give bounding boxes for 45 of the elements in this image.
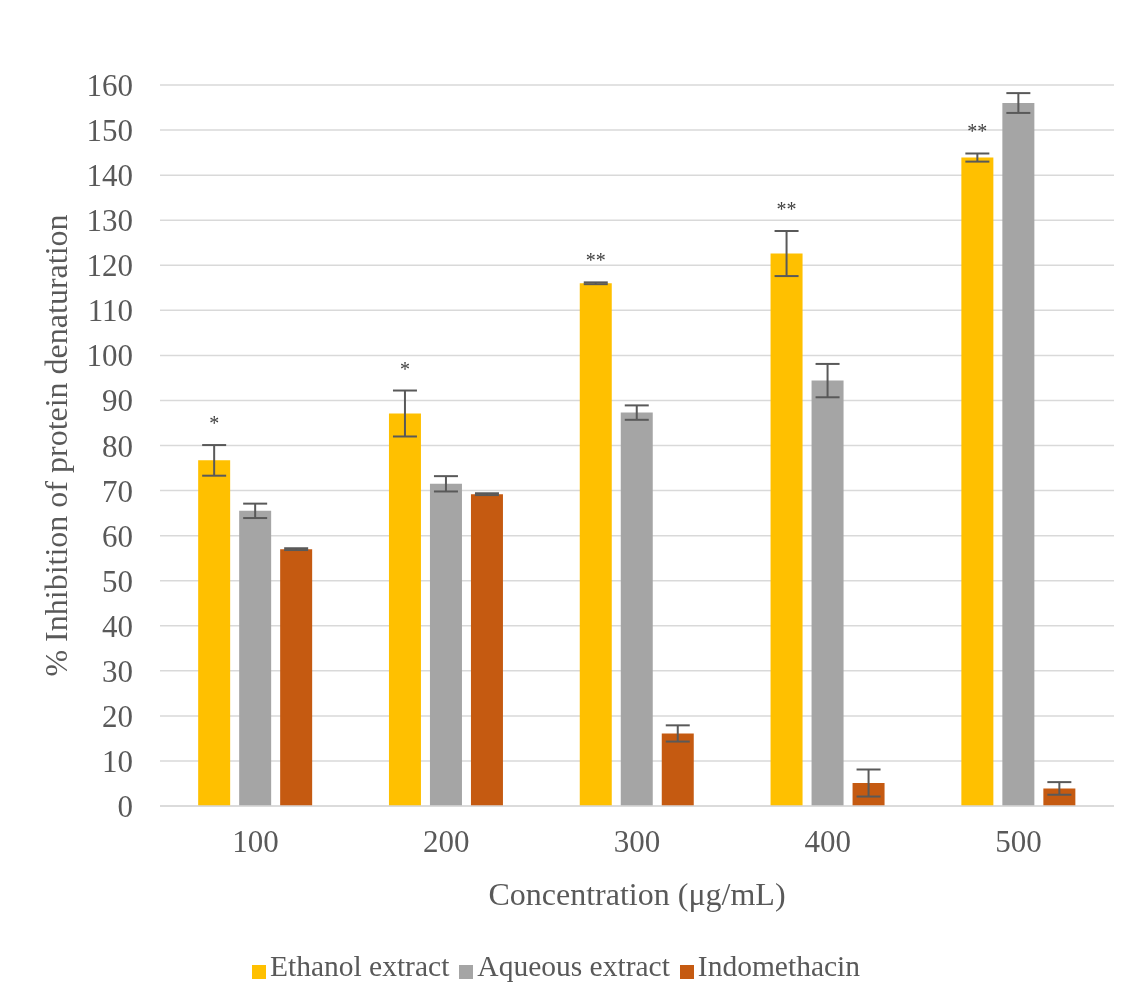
y-tick-label: 130	[86, 203, 133, 239]
annotation: *	[399, 357, 410, 380]
y-tick-label: 40	[102, 608, 133, 644]
y-tick-label: 160	[86, 68, 133, 103]
y-tick-label: 110	[87, 293, 133, 329]
y-tick-label: 70	[102, 473, 133, 509]
annotation: **	[585, 249, 606, 272]
y-tick-label: 0	[117, 789, 133, 825]
y-tick-label: 100	[86, 338, 133, 374]
bar	[429, 483, 462, 806]
legend-label: Ethanol extract	[269, 950, 450, 982]
bar	[620, 412, 653, 806]
y-tick-label: 30	[102, 653, 133, 689]
bar	[661, 733, 694, 806]
x-tick-label: 500	[995, 824, 1042, 860]
y-tick-label: 50	[102, 563, 133, 599]
x-tick-label: 200	[422, 824, 470, 860]
bar	[280, 549, 313, 806]
bar	[811, 380, 844, 806]
x-axis-title: Concentration (μg/mL)	[488, 876, 786, 912]
y-tick-label: 150	[86, 113, 133, 149]
bar	[579, 283, 612, 806]
x-tick-label: 100	[232, 824, 279, 860]
y-tick-label: 20	[102, 698, 133, 734]
y-tick-label: 80	[102, 428, 133, 464]
bar	[770, 253, 803, 806]
annotation: *	[209, 412, 220, 435]
x-tick-label: 400	[804, 824, 852, 860]
bar	[388, 413, 421, 806]
y-tick-label: 90	[102, 383, 133, 419]
annotation: **	[967, 120, 988, 143]
bar	[239, 510, 272, 806]
legend-label: Indomethacin	[697, 950, 861, 982]
x-tick-label: 300	[613, 824, 661, 860]
bar	[470, 494, 503, 806]
y-tick-label: 60	[102, 518, 133, 554]
bar	[1002, 103, 1035, 806]
bar	[961, 157, 994, 806]
y-axis-title: % Inhibition of protein denaturation	[38, 214, 74, 677]
y-tick-label: 10	[102, 743, 133, 779]
legend-label: Aqueous extract	[477, 950, 670, 982]
y-tick-label: 140	[86, 158, 133, 194]
annotation: **	[776, 198, 797, 220]
bar	[198, 460, 231, 806]
y-tick-label: 120	[86, 248, 133, 284]
